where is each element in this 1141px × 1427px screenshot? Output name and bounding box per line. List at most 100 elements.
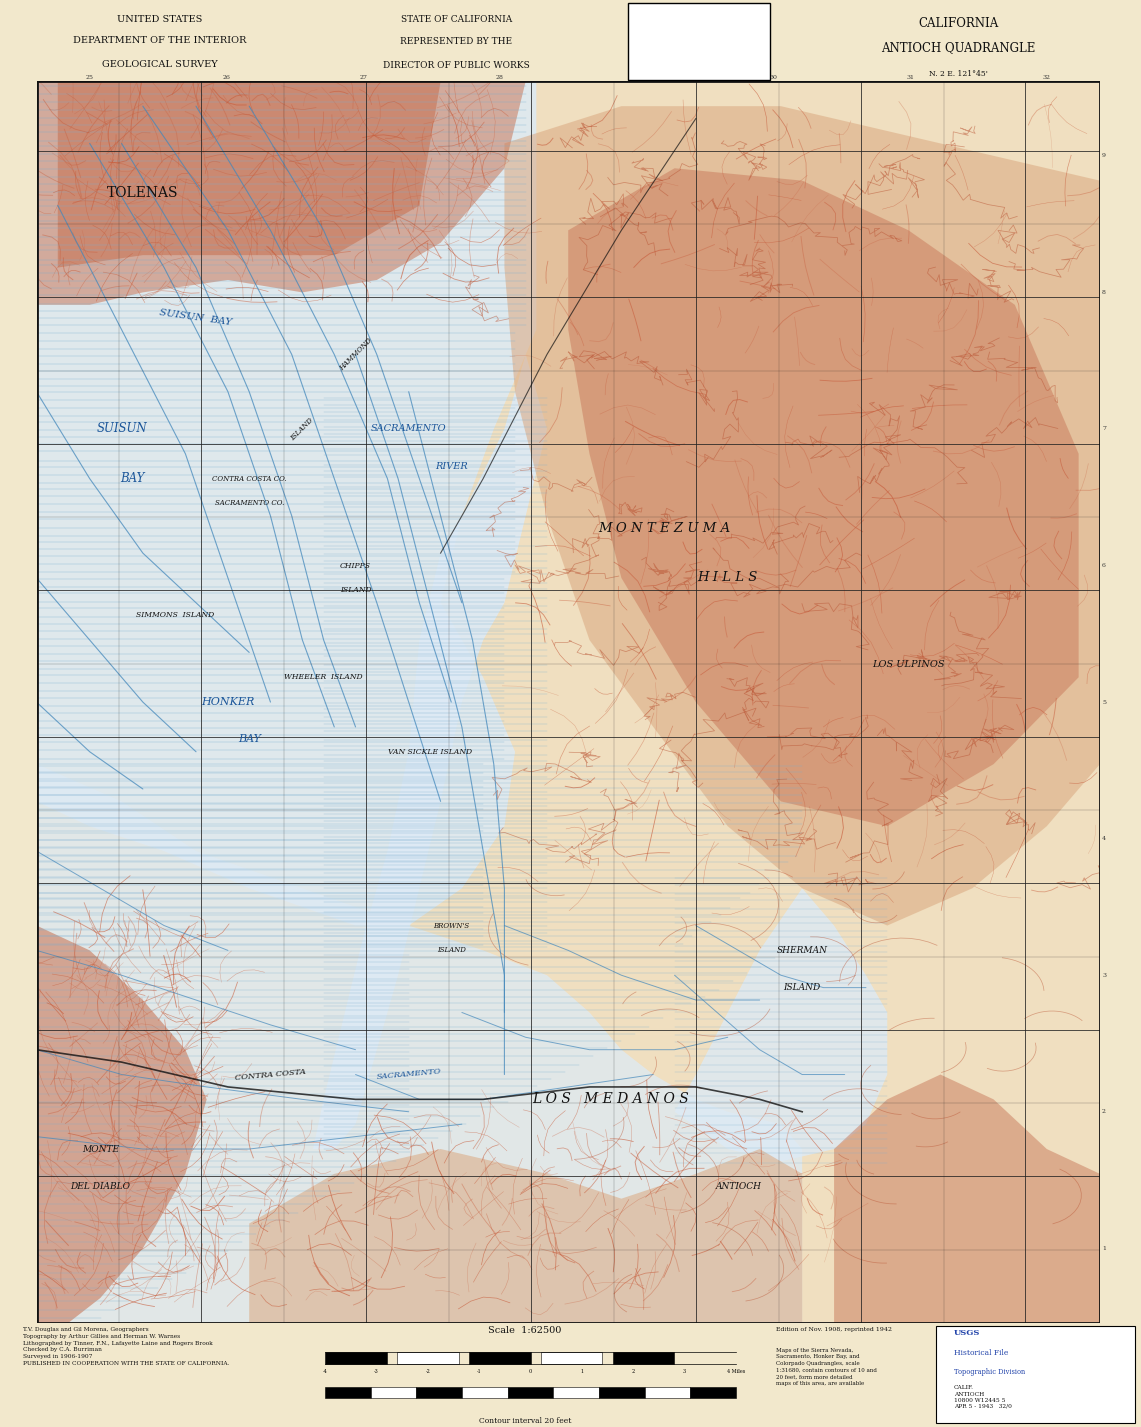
Text: 4: 4 bbox=[1102, 836, 1106, 841]
Text: DEPARTMENT OF THE INTERIOR: DEPARTMENT OF THE INTERIOR bbox=[73, 36, 246, 44]
Text: -4: -4 bbox=[323, 1368, 327, 1374]
Text: 7: 7 bbox=[1102, 427, 1106, 431]
Text: 3: 3 bbox=[683, 1368, 686, 1374]
Text: -1: -1 bbox=[477, 1368, 482, 1374]
Text: SACRAMENTO CO.: SACRAMENTO CO. bbox=[215, 499, 284, 508]
Text: 30: 30 bbox=[769, 74, 777, 80]
Text: Inspection and Filing.: Inspection and Filing. bbox=[659, 63, 737, 71]
Text: SACRAMENTO: SACRAMENTO bbox=[371, 424, 446, 434]
Bar bbox=[397, 1351, 459, 1364]
Text: Contour interval 20 feet
Datum is mean sea level: Contour interval 20 feet Datum is mean s… bbox=[478, 1417, 572, 1427]
Text: -2: -2 bbox=[426, 1368, 430, 1374]
Text: Scale  1:62500: Scale 1:62500 bbox=[488, 1326, 561, 1334]
Polygon shape bbox=[37, 81, 526, 305]
Text: 6: 6 bbox=[1102, 564, 1106, 568]
Text: SACRAMENTO: SACRAMENTO bbox=[377, 1067, 442, 1082]
Text: 2: 2 bbox=[632, 1368, 634, 1374]
Text: STATE OF CALIFORNIA: STATE OF CALIFORNIA bbox=[400, 14, 512, 24]
Text: 9: 9 bbox=[1102, 153, 1106, 158]
Bar bbox=[462, 1387, 508, 1398]
Text: Maps of the Sierra Nevada,
Sacramento, Honker Bay, and
Colorpado Quadrangles, sc: Maps of the Sierra Nevada, Sacramento, H… bbox=[776, 1349, 876, 1386]
Text: 5: 5 bbox=[1102, 699, 1106, 705]
FancyBboxPatch shape bbox=[936, 1327, 1135, 1423]
Text: 32: 32 bbox=[1043, 74, 1051, 80]
Text: BAY: BAY bbox=[120, 472, 145, 485]
Bar bbox=[541, 1351, 602, 1364]
Text: 25: 25 bbox=[86, 74, 94, 80]
Bar bbox=[416, 1387, 462, 1398]
Bar bbox=[613, 1351, 674, 1364]
Text: ISLAND: ISLAND bbox=[437, 946, 466, 955]
Text: 2: 2 bbox=[1102, 1109, 1106, 1114]
Text: N. 2 E. 121°45': N. 2 E. 121°45' bbox=[929, 70, 988, 77]
Bar bbox=[599, 1387, 645, 1398]
Polygon shape bbox=[37, 926, 207, 1323]
Text: 1: 1 bbox=[1102, 1246, 1106, 1251]
Text: ANTIOCH: ANTIOCH bbox=[715, 1182, 761, 1190]
Polygon shape bbox=[249, 1149, 802, 1323]
Polygon shape bbox=[834, 1075, 1100, 1323]
Text: Historical File: Historical File bbox=[954, 1349, 1009, 1357]
Text: SHERMAN: SHERMAN bbox=[777, 946, 827, 955]
FancyBboxPatch shape bbox=[628, 3, 770, 80]
Text: CALIFORNIA: CALIFORNIA bbox=[919, 17, 998, 30]
Text: Edition of Nov. 1908, reprinted 1942: Edition of Nov. 1908, reprinted 1942 bbox=[776, 1327, 892, 1331]
Text: 3: 3 bbox=[1102, 973, 1106, 977]
Bar bbox=[325, 1387, 371, 1398]
Text: 8: 8 bbox=[1102, 290, 1106, 295]
Text: RIVER: RIVER bbox=[435, 462, 468, 471]
Text: GEOLOGICAL SURVEY: GEOLOGICAL SURVEY bbox=[102, 60, 218, 68]
Text: REPRESENTED BY THE: REPRESENTED BY THE bbox=[400, 37, 512, 46]
Text: 29: 29 bbox=[632, 74, 640, 80]
Text: T.V. Douglas and Gil Morena, Geographers
Topography by Arthur Gillies and Herman: T.V. Douglas and Gil Morena, Geographers… bbox=[23, 1327, 229, 1366]
Text: M O N T E Z U M A: M O N T E Z U M A bbox=[598, 522, 730, 535]
Polygon shape bbox=[37, 765, 802, 1323]
Text: ANTIOCH QUADRANGLE: ANTIOCH QUADRANGLE bbox=[881, 41, 1036, 54]
Polygon shape bbox=[313, 354, 547, 1149]
Text: H I L L S: H I L L S bbox=[697, 571, 758, 585]
Bar bbox=[553, 1387, 599, 1398]
Text: CONTRA COSTA CO.: CONTRA COSTA CO. bbox=[212, 475, 286, 482]
Text: 27: 27 bbox=[359, 74, 367, 80]
Text: TOLENAS: TOLENAS bbox=[107, 186, 179, 200]
Text: UNITED STATES: UNITED STATES bbox=[118, 14, 202, 24]
Text: FILE COPY: FILE COPY bbox=[663, 30, 734, 43]
Text: CHIPPS: CHIPPS bbox=[340, 561, 371, 569]
Bar bbox=[325, 1351, 387, 1364]
Text: HONKER: HONKER bbox=[201, 696, 254, 708]
Polygon shape bbox=[58, 81, 440, 268]
Text: -3: -3 bbox=[374, 1368, 379, 1374]
Text: 1: 1 bbox=[581, 1368, 583, 1374]
Text: ISLAND: ISLAND bbox=[290, 415, 315, 442]
Polygon shape bbox=[504, 106, 1100, 926]
Text: BAY: BAY bbox=[237, 735, 260, 745]
Text: U.S.G.S.: U.S.G.S. bbox=[682, 9, 714, 16]
Text: SUISUN  BAY: SUISUN BAY bbox=[160, 308, 233, 327]
Text: 0: 0 bbox=[529, 1368, 532, 1374]
Text: VAN SICKLE ISLAND: VAN SICKLE ISLAND bbox=[388, 748, 472, 756]
Text: WHEELER  ISLAND: WHEELER ISLAND bbox=[284, 674, 363, 681]
Text: ISLAND: ISLAND bbox=[340, 586, 371, 595]
Bar bbox=[371, 1387, 416, 1398]
Text: L O S   M E D A N O S: L O S M E D A N O S bbox=[533, 1092, 689, 1106]
Bar bbox=[508, 1387, 553, 1398]
Polygon shape bbox=[37, 81, 536, 926]
Text: LOS ULPINOS: LOS ULPINOS bbox=[872, 661, 945, 669]
Text: BROWN'S: BROWN'S bbox=[434, 922, 469, 929]
Text: 28: 28 bbox=[496, 74, 504, 80]
Text: SUISUN: SUISUN bbox=[96, 422, 147, 435]
Text: DEL DIABLO: DEL DIABLO bbox=[71, 1182, 130, 1190]
Text: MONTE: MONTE bbox=[82, 1144, 119, 1153]
Text: SIMMONS  ISLAND: SIMMONS ISLAND bbox=[136, 611, 213, 619]
Text: 26: 26 bbox=[222, 74, 230, 80]
Text: 4 Miles: 4 Miles bbox=[727, 1368, 745, 1374]
Polygon shape bbox=[674, 888, 888, 1162]
Text: Topographic Division: Topographic Division bbox=[954, 1367, 1025, 1376]
Bar bbox=[690, 1387, 736, 1398]
Text: CONTRA COSTA: CONTRA COSTA bbox=[235, 1067, 306, 1082]
Text: ISLAND: ISLAND bbox=[784, 983, 820, 992]
Polygon shape bbox=[568, 168, 1078, 826]
Text: HAMMOND: HAMMOND bbox=[338, 337, 373, 372]
Text: USGS: USGS bbox=[954, 1329, 980, 1337]
Bar bbox=[645, 1387, 690, 1398]
